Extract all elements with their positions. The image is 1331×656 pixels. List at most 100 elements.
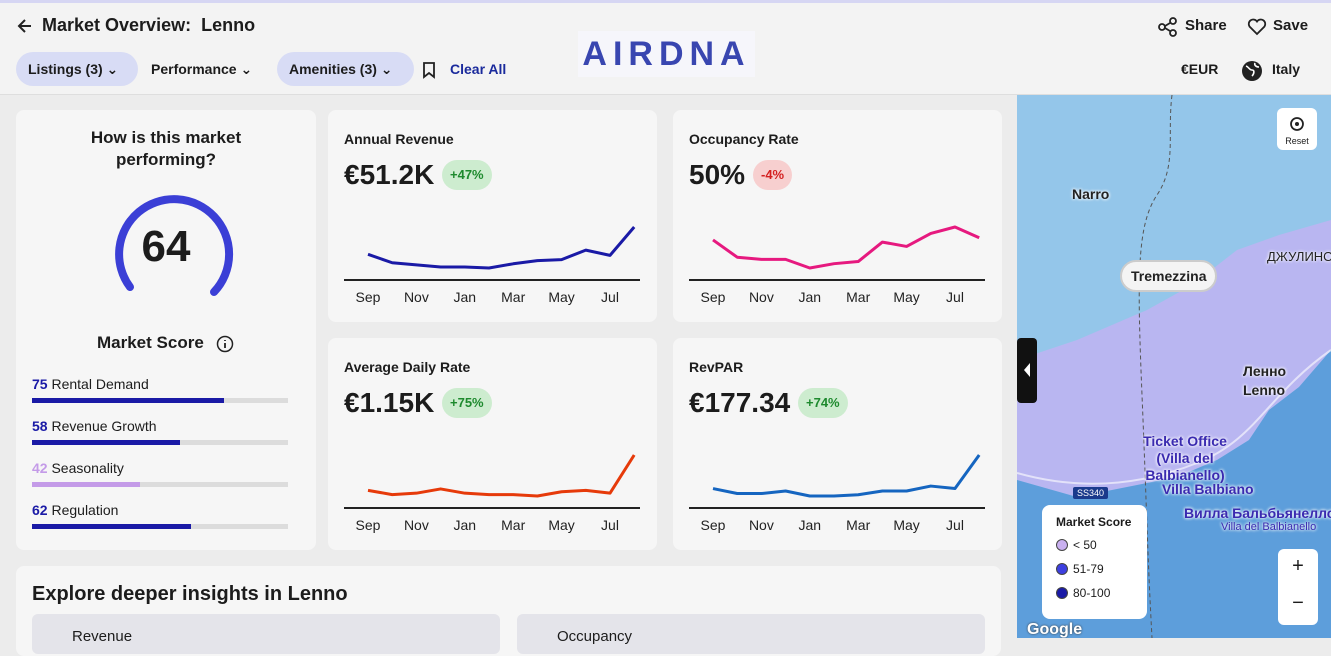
x-tick-label: Jul [946,289,964,305]
metric-value: €177.34 [689,387,791,418]
map-label: ДЖУЛИНО [1267,249,1331,264]
x-tick-label: Nov [404,289,429,305]
insight-tab-label: Revenue [72,628,133,645]
logo: AIRDNA [578,31,755,77]
metric-value: €1.15K [344,387,435,418]
save-button[interactable]: Save [1273,17,1309,34]
factor-track [32,398,288,403]
factor-label: 75 Rental Demand [32,376,149,392]
metric-change: +75% [442,388,492,418]
metric-change: -4% [753,160,793,190]
zoom-out[interactable]: − [1292,592,1304,614]
factor-name: Seasonality [51,460,124,476]
currency[interactable]: €EUR [1181,61,1219,77]
performance-filter[interactable]: Performance ⌄ [151,61,253,77]
metric-change: +47% [442,160,492,190]
legend-label: 51-79 [1073,562,1104,576]
info-icon[interactable] [216,335,234,353]
x-tick-label: May [893,517,919,533]
x-tick-label: Jul [601,289,619,305]
x-tick-label: Jan [454,517,477,533]
share-button[interactable]: Share [1185,17,1227,34]
metric-title: Occupancy Rate [689,131,799,147]
map-label: Lenno [1243,382,1285,398]
legend-swatch [1056,563,1068,575]
sparkline-chart: Sep Nov Jan Mar May Jul [344,454,640,533]
sparkline-chart: Sep Nov Jan Mar May Jul [689,225,985,305]
reset-icon [1290,117,1304,131]
x-tick-label: Jan [799,517,822,533]
back-button[interactable] [16,17,34,35]
factor-name: Regulation [51,502,119,518]
save-icon[interactable] [1247,18,1267,36]
metric-value: €51.2K [344,159,435,190]
legend-title: Market Score [1056,515,1132,529]
x-tick-label: Jan [454,289,477,305]
reset-button[interactable]: Reset [1277,108,1317,150]
share-icon[interactable] [1158,17,1178,37]
legend-label: < 50 [1073,538,1097,552]
x-tick-label: Mar [501,289,525,305]
legend-label: 80-100 [1073,586,1111,600]
factor-value: 58 [32,418,48,434]
x-tick-label: Sep [356,289,381,305]
x-tick-label: Sep [701,517,726,533]
x-tick-label: May [548,517,574,533]
factor-name: Revenue Growth [51,418,157,434]
factor-bar [32,398,224,403]
x-tick-label: May [548,289,574,305]
score-card: How is this market performing? 64 Market… [16,110,316,550]
globe-icon [1242,61,1262,81]
factor-value: 42 [32,460,48,476]
bookmark-icon[interactable] [421,61,437,79]
map-label: Narro [1072,186,1110,202]
metric-title: Average Daily Rate [344,359,471,375]
x-tick-label: Sep [356,517,381,533]
x-tick-label: May [893,289,919,305]
zoom-in[interactable]: + [1292,555,1304,577]
road-label: SS340 [1073,487,1109,499]
sparkline [367,454,636,498]
x-tick-label: Sep [701,289,726,305]
insight-tab[interactable]: Revenue [32,614,500,654]
x-tick-label: Jul [946,517,964,533]
score-label: Market Score [97,333,204,352]
sparkline-chart: Sep Nov Jan Mar May Jul [344,226,640,305]
map-attribution: Google [1027,621,1083,638]
sparkline-chart: Sep Nov Jan Mar May Jul [689,454,985,533]
map-label: Ленно [1243,363,1287,379]
legend-swatch [1056,587,1068,599]
metric-value: 50% [689,159,746,190]
metric-change: +74% [798,388,848,418]
factor-label: 62 Regulation [32,502,118,518]
page-title: Market Overview: Lenno [42,15,256,35]
metric-title: RevPAR [689,359,744,375]
clear-all[interactable]: Clear All [450,61,507,77]
filter-label: Performance [151,61,237,77]
amenities-filter[interactable]: Amenities (3) ⌄ [277,52,414,86]
factor-label: 58 Revenue Growth [32,418,157,434]
sparkline [712,454,981,498]
map[interactable]: Reset Narro Tremezzina ДЖУЛИНО Ленно Len… [1017,95,1331,638]
factor-track [32,482,288,487]
insights-card: Explore deeper insights in Lenno Revenue… [16,566,1001,656]
score-card-title: How is this market performing? [90,128,242,169]
factor-track [32,524,288,529]
factor-value: 75 [32,376,48,392]
map-label: Вилла Бальбьянелло [1184,505,1331,521]
x-tick-label: Mar [846,289,870,305]
map-label: Villa Balbiano [1162,481,1254,497]
listings-filter[interactable]: Listings (3) ⌄ [16,52,138,86]
factor-name: Rental Demand [51,376,149,392]
metric-card: Annual Revenue €51.2K +47% Sep Nov Jan Mar May J… [328,110,657,322]
zoom-controls: + − [1278,549,1318,625]
factor-bar [32,482,140,487]
insight-tab-label: Occupancy [557,628,633,645]
sparkline [712,225,980,270]
insight-tab[interactable]: Occupancy [517,614,985,654]
map-label: Ticket Office (Villa del Balbianello) [1143,433,1227,483]
filter-label: Amenities (3) [289,61,377,77]
map-label: Tremezzina [1120,260,1218,292]
country[interactable]: Italy [1272,61,1301,77]
